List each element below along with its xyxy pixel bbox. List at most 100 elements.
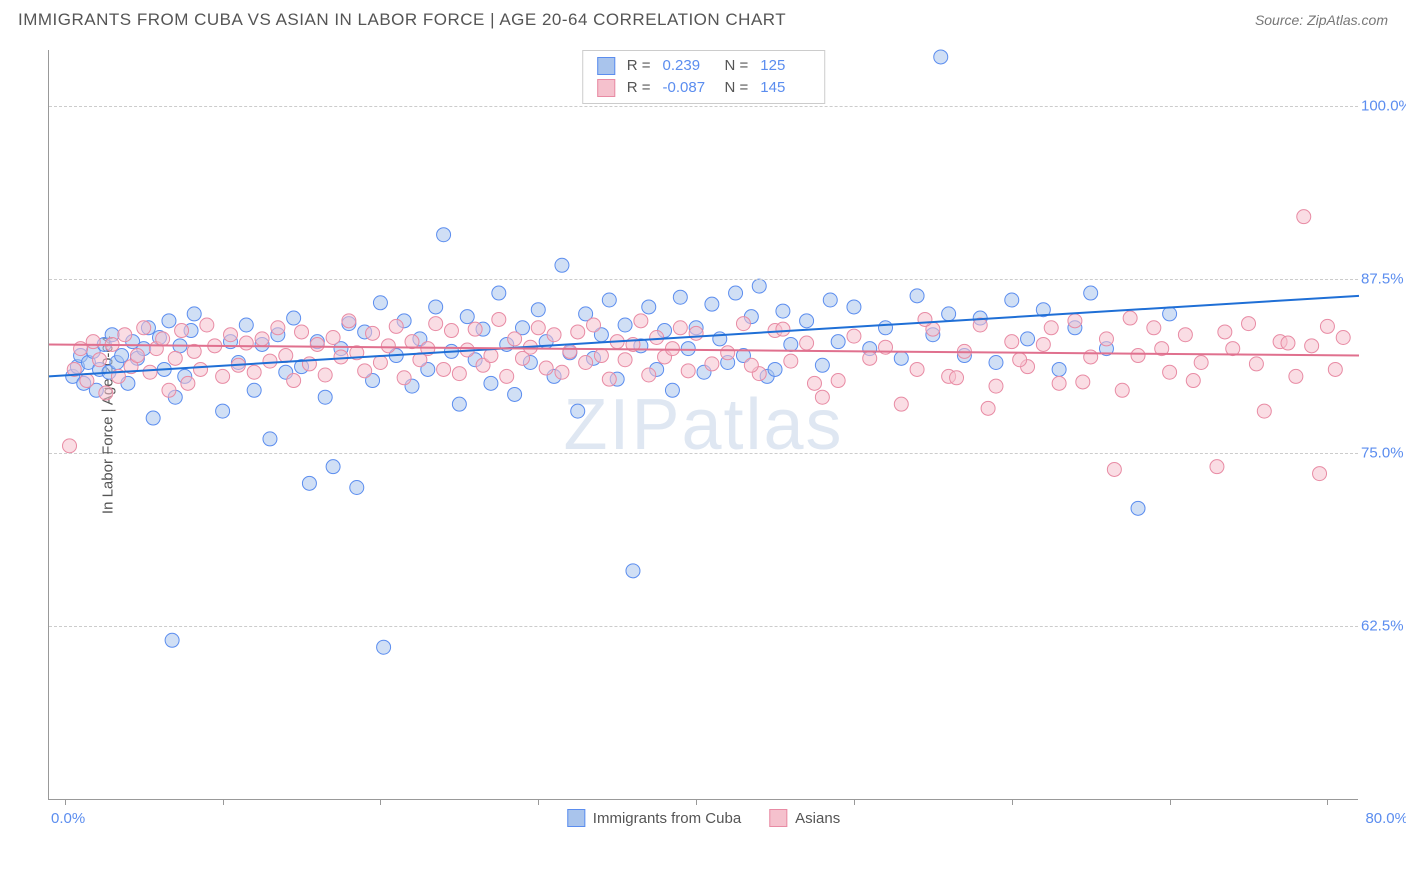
data-point: [1123, 311, 1137, 325]
swatch-asians-icon: [769, 809, 787, 827]
data-point: [602, 293, 616, 307]
data-point: [181, 376, 195, 390]
xtick: [1327, 799, 1328, 805]
series-legend: Immigrants from Cuba Asians: [567, 809, 840, 827]
data-point: [137, 321, 151, 335]
data-point: [571, 325, 585, 339]
data-point: [579, 356, 593, 370]
data-point: [444, 324, 458, 338]
data-point: [563, 344, 577, 358]
data-point: [847, 329, 861, 343]
data-point: [381, 339, 395, 353]
data-point: [1218, 325, 1232, 339]
data-point: [239, 336, 253, 350]
data-point: [934, 50, 948, 64]
data-point: [571, 404, 585, 418]
data-point: [310, 337, 324, 351]
x-left-label: 0.0%: [51, 810, 85, 827]
data-point: [650, 331, 664, 345]
data-point: [437, 228, 451, 242]
data-point: [63, 439, 77, 453]
data-point: [318, 368, 332, 382]
chart-title: IMMIGRANTS FROM CUBA VS ASIAN IN LABOR F…: [18, 10, 786, 30]
data-point: [326, 331, 340, 345]
n-value-asians: 145: [760, 77, 810, 99]
data-point: [263, 432, 277, 446]
data-point: [689, 326, 703, 340]
data-point: [531, 303, 545, 317]
data-point: [587, 318, 601, 332]
data-point: [165, 633, 179, 647]
data-point: [815, 358, 829, 372]
ytick-label: 100.0%: [1361, 97, 1406, 114]
data-point: [326, 460, 340, 474]
data-point: [823, 293, 837, 307]
data-point: [342, 314, 356, 328]
data-point: [800, 314, 814, 328]
data-point: [555, 258, 569, 272]
legend-row-cuba: R = 0.239 N = 125: [597, 55, 811, 77]
data-point: [776, 322, 790, 336]
data-point: [452, 397, 466, 411]
data-point: [1084, 350, 1098, 364]
data-point: [452, 367, 466, 381]
data-point: [168, 351, 182, 365]
data-point: [118, 328, 132, 342]
legend-label-cuba: Immigrants from Cuba: [593, 810, 741, 827]
data-point: [93, 353, 107, 367]
data-point: [547, 328, 561, 342]
data-point: [1194, 356, 1208, 370]
gridline: [49, 453, 1358, 454]
data-point: [531, 321, 545, 335]
swatch-cuba: [597, 57, 615, 75]
data-point: [146, 411, 160, 425]
gridline: [49, 626, 1358, 627]
scatter-svg: [49, 50, 1358, 799]
data-point: [729, 286, 743, 300]
data-point: [224, 328, 238, 342]
n-label: N =: [725, 55, 749, 77]
data-point: [673, 290, 687, 304]
data-point: [263, 354, 277, 368]
data-point: [673, 321, 687, 335]
data-point: [492, 286, 506, 300]
legend-item-asians: Asians: [769, 809, 840, 827]
data-point: [295, 325, 309, 339]
data-point: [287, 374, 301, 388]
chart-source: Source: ZipAtlas.com: [1255, 12, 1388, 28]
data-point: [1021, 332, 1035, 346]
data-point: [618, 353, 632, 367]
data-point: [752, 279, 766, 293]
data-point: [784, 337, 798, 351]
data-point: [334, 350, 348, 364]
xtick: [380, 799, 381, 805]
data-point: [539, 361, 553, 375]
data-point: [468, 322, 482, 336]
data-point: [642, 300, 656, 314]
data-point: [863, 351, 877, 365]
data-point: [508, 332, 522, 346]
data-point: [239, 318, 253, 332]
data-point: [1257, 404, 1271, 418]
data-point: [831, 335, 845, 349]
data-point: [429, 300, 443, 314]
data-point: [1186, 374, 1200, 388]
data-point: [555, 365, 569, 379]
data-point: [255, 332, 269, 346]
data-point: [1044, 321, 1058, 335]
swatch-cuba-icon: [567, 809, 585, 827]
legend-label-asians: Asians: [795, 810, 840, 827]
data-point: [1131, 501, 1145, 515]
data-point: [1281, 336, 1295, 350]
data-point: [1005, 335, 1019, 349]
data-point: [429, 317, 443, 331]
data-point: [1013, 353, 1027, 367]
data-point: [492, 312, 506, 326]
ytick-label: 75.0%: [1361, 444, 1406, 461]
data-point: [879, 321, 893, 335]
data-point: [1147, 321, 1161, 335]
data-point: [247, 383, 261, 397]
data-point: [271, 321, 285, 335]
data-point: [910, 289, 924, 303]
data-point: [1099, 332, 1113, 346]
